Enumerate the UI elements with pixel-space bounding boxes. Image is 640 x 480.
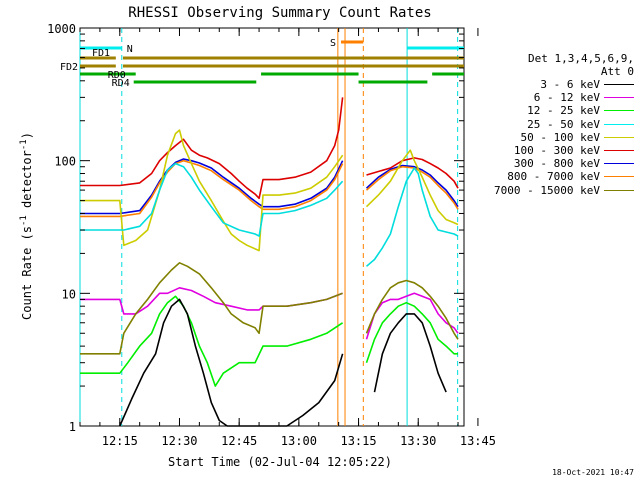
x-tick-label: 13:15 — [340, 434, 376, 448]
flag-label: N — [127, 44, 133, 55]
series-line — [365, 167, 459, 267]
x-tick-label: 12:30 — [161, 434, 197, 448]
legend-swatch — [604, 189, 634, 191]
legend-label: 7000 - 15000 keV — [494, 183, 600, 197]
chart-title: RHESSI Observing Summary Count Rates — [128, 5, 431, 21]
series-line — [80, 261, 343, 355]
legend-swatch — [604, 110, 634, 112]
legend-entry: 800 - 7000 keV — [484, 170, 634, 183]
legend-entries: 3 - 6 keV 6 - 12 keV 12 - 25 keV 25 - 50 ke… — [484, 78, 634, 197]
legend-entry: 100 - 300 keV — [484, 144, 634, 157]
timestamp: 18-Oct-2021 10:47 — [552, 468, 634, 477]
flag-label: S — [330, 38, 336, 49]
y-tick-label: 10 — [62, 287, 76, 301]
legend-label: 6 - 12 keV — [533, 91, 600, 105]
legend-detectors: Det 1,3,4,5,6,9, — [528, 52, 634, 65]
legend-label: 50 - 100 keV — [520, 130, 600, 144]
series-line — [80, 158, 344, 215]
series-line — [80, 286, 343, 315]
series-line — [365, 301, 458, 363]
legend-entry: 6 - 12 keV — [484, 91, 634, 104]
y-tick-label: 1000 — [47, 22, 76, 36]
legend-label: 300 - 800 keV — [513, 157, 600, 171]
x-tick-label: 13:45 — [460, 434, 496, 448]
flag-label: RD0 — [108, 70, 126, 81]
legend-label: 3 - 6 keV — [540, 78, 600, 92]
series-line — [365, 164, 459, 208]
x-tick-label: 12:45 — [221, 434, 257, 448]
series-line — [80, 295, 344, 387]
series-line — [80, 129, 344, 252]
y-tick-label: 1 — [69, 420, 76, 434]
series-line — [366, 157, 459, 189]
legend-attenuator: Att 0 — [600, 65, 634, 78]
series-line — [365, 292, 459, 340]
y-tick-label: 100 — [54, 155, 76, 169]
legend-entry: 50 - 100 keV — [484, 131, 634, 144]
legend-label: 12 - 25 keV — [527, 104, 600, 118]
legend-swatch — [604, 176, 634, 178]
y-axis-label: Count Rate (s-1 detector-1) — [19, 132, 34, 320]
x-tick-label: 13:30 — [400, 434, 436, 448]
x-axis-label: Start Time (02-Jul-04 12:05:22) — [168, 455, 392, 469]
legend-swatch — [604, 97, 634, 99]
legend: Det 1,3,4,5,6,9, Att 0 3 - 6 keV 6 - 12 k… — [484, 52, 634, 197]
series-line — [80, 162, 344, 237]
flag-label: FD2 — [60, 62, 78, 73]
series-line — [365, 149, 459, 226]
x-tick-label: 13:00 — [281, 434, 317, 448]
legend-label: 100 - 300 keV — [513, 144, 600, 158]
series-line — [80, 97, 344, 200]
series-line — [365, 165, 459, 210]
legend-swatch — [604, 84, 634, 86]
series-line — [80, 159, 344, 218]
series-line — [365, 279, 459, 340]
series-line — [373, 313, 447, 393]
legend-entry: 12 - 25 keV — [484, 104, 634, 117]
legend-entry: 3 - 6 keV — [484, 78, 634, 91]
legend-swatch — [604, 123, 634, 125]
legend-swatch — [604, 136, 634, 138]
legend-label: 25 - 50 keV — [527, 117, 600, 131]
flag-label: RD4 — [112, 78, 130, 89]
series-line — [119, 298, 344, 427]
series-lines — [80, 97, 459, 427]
legend-swatch — [604, 163, 634, 165]
x-ticks: 12:15 12:30 12:45 13:00 13:15 13:30 13:45 — [79, 28, 496, 448]
legend-entry: 7000 - 15000 keV — [484, 184, 634, 197]
flag-label: FD1 — [92, 48, 110, 59]
legend-swatch — [604, 150, 634, 152]
legend-entry: 300 - 800 keV — [484, 157, 634, 170]
legend-entry: 25 - 50 keV — [484, 118, 634, 131]
y-ticks: 1 10 100 1000 — [47, 22, 464, 434]
x-tick-label: 12:15 — [102, 434, 138, 448]
legend-label: 800 - 7000 keV — [507, 170, 600, 184]
